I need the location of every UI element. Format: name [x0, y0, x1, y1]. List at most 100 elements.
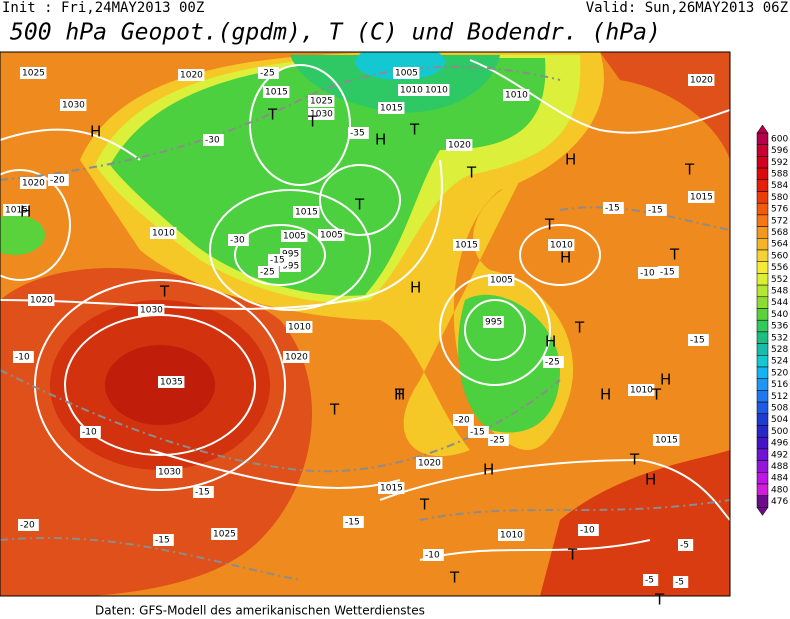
label-box	[138, 304, 165, 316]
contour-label: 1015	[690, 193, 713, 203]
label-box	[423, 549, 444, 561]
colorbar-segment	[756, 191, 769, 204]
cold-zone	[0, 215, 45, 255]
contour-label: -15	[345, 518, 360, 528]
label-box	[453, 239, 480, 251]
label-box	[203, 134, 224, 146]
colorbar-label: 580	[771, 193, 788, 203]
contour-label: 1010	[152, 229, 175, 239]
label-box	[13, 351, 34, 363]
contour-label: 1025	[22, 69, 45, 79]
colorbar-segment	[756, 214, 769, 227]
contour-label: 1015	[455, 241, 478, 251]
label-box	[453, 414, 474, 426]
label-box	[688, 191, 715, 203]
contour-label: 1030	[158, 468, 181, 478]
map-title: 500 hPa Geopot.(gpdm), T (C) und Bodendr…	[10, 20, 661, 46]
label-box	[446, 139, 473, 151]
contour-label: 1030	[62, 101, 85, 111]
colorbar-label: 552	[771, 275, 788, 285]
pressure-center: T	[651, 386, 662, 404]
pressure-center: T	[574, 319, 585, 337]
label-box	[228, 234, 249, 246]
pressure-center: T	[267, 106, 278, 124]
pressure-center: T	[159, 283, 170, 301]
colorbar-segment	[756, 355, 769, 368]
pressure-center: T	[567, 546, 578, 564]
pressure-center: H	[394, 386, 405, 404]
contour-label: -15	[155, 536, 170, 546]
colorbar-segment	[756, 483, 769, 496]
contour-label: -15	[660, 268, 675, 278]
colorbar-label: 576	[771, 205, 788, 215]
pressure-center: T	[409, 121, 420, 139]
pressure-center: T	[354, 196, 365, 214]
label-box	[678, 539, 694, 551]
contour-label: -5	[675, 578, 684, 588]
contour-label: 995	[282, 250, 299, 260]
label-box	[483, 316, 504, 328]
contour-label: -15	[605, 204, 620, 214]
colorbar-segment	[756, 238, 769, 251]
colorbar-label: 536	[771, 322, 788, 332]
colorbar-label: 564	[771, 240, 788, 250]
colorbar-label: 504	[771, 415, 788, 425]
colorbar-label: 492	[771, 450, 788, 460]
contour-label: 1025	[310, 97, 333, 107]
map-frame	[0, 51, 731, 597]
colorbar-label: 532	[771, 333, 788, 343]
contour-label: -30	[230, 236, 245, 246]
contour-label: 1035	[160, 378, 183, 388]
colorbar-segment	[756, 413, 769, 426]
colorbar-label: 548	[771, 286, 788, 296]
label-box	[60, 99, 87, 111]
colorbar-segment	[756, 156, 769, 169]
colorbar-label: 516	[771, 380, 788, 390]
label-box	[258, 266, 279, 278]
contour-label: -10	[580, 526, 595, 536]
cold-zone	[458, 294, 560, 433]
label-box	[193, 486, 214, 498]
pressure-center: T	[669, 246, 680, 264]
contour-label: 1015	[380, 104, 403, 114]
colorbar-segment	[756, 319, 769, 333]
contour-label: 1010	[550, 241, 573, 251]
cold-zone	[110, 58, 546, 296]
label-box	[28, 294, 55, 306]
colorbar-segment	[756, 273, 769, 286]
contour-label: 1015	[380, 484, 403, 494]
contour-label: -10	[640, 269, 655, 279]
colorbar-label: 572	[771, 216, 788, 226]
colorbar-segment	[756, 308, 769, 321]
contour-label: -25	[260, 69, 275, 79]
colorbar-segment	[756, 331, 769, 344]
label-box	[638, 267, 659, 279]
pressure-center: T	[654, 591, 665, 609]
colorbar-segment	[756, 436, 769, 450]
contour-label: 1015	[5, 206, 28, 216]
contour-label: 1010	[288, 323, 311, 333]
contour-label: 1015	[655, 436, 678, 446]
pressure-center: H	[483, 461, 494, 479]
contour-label: -15	[648, 206, 663, 216]
label-box	[393, 67, 420, 79]
pressure-center: T	[629, 451, 640, 469]
colorbar-segment	[756, 144, 769, 157]
colorbar-segment	[756, 296, 769, 309]
label-box	[48, 174, 69, 186]
colorbar-label: 568	[771, 228, 788, 238]
contour-label: -20	[20, 521, 35, 531]
colorbar-label: 540	[771, 310, 788, 320]
label-box	[263, 86, 290, 98]
label-box	[378, 482, 405, 494]
label-box	[548, 239, 575, 251]
contour-label: 995	[485, 318, 502, 328]
contour-label: 1020	[285, 353, 308, 363]
label-box	[286, 321, 313, 333]
contour-label: 1020	[30, 296, 53, 306]
contour-label: 1010	[505, 91, 528, 101]
contour-label: 1010	[500, 531, 523, 541]
label-box	[603, 202, 624, 214]
label-box	[293, 206, 320, 218]
